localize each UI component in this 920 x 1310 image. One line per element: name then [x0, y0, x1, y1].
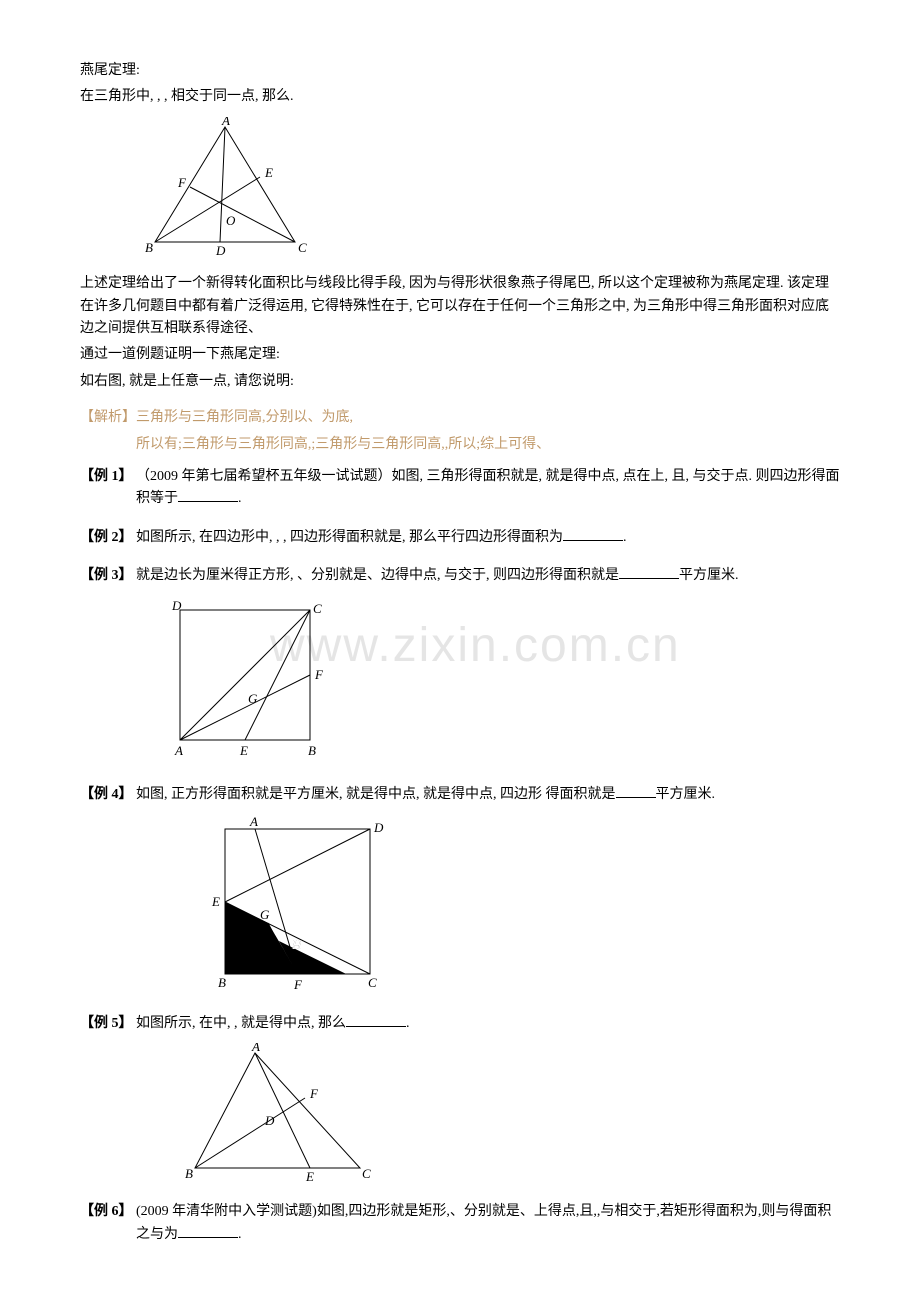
ex6-blank	[178, 1224, 238, 1238]
ex2-text2: .	[623, 530, 627, 545]
ex2-blank	[563, 527, 623, 541]
title-text: 燕尾定理:	[80, 63, 140, 78]
label-E: E	[264, 165, 273, 180]
ex5-blank	[346, 1013, 406, 1027]
example-6-content: (2009 年清华附中入学测试题)如图,四边形就是矩形,、分别就是、上得点,且,…	[136, 1201, 840, 1246]
d3-C: C	[313, 601, 322, 616]
ex5-text2: .	[406, 1016, 410, 1031]
d4-A: A	[249, 814, 258, 829]
example-2-tag: 【例 2】	[80, 527, 136, 549]
example-2: 【例 2】 如图所示, 在四边形中, , , 四边形得面积就是, 那么平行四边形…	[80, 527, 840, 549]
d3-G: G	[248, 691, 258, 706]
line1-text: 在三角形中, , , 相交于同一点, 那么.	[80, 89, 294, 104]
intro-line1: 在三角形中, , , 相交于同一点, 那么.	[80, 86, 840, 108]
diagram-1: A B C D E F O	[140, 117, 840, 265]
d5-C: C	[362, 1166, 371, 1181]
ex2-text1: 如图所示, 在四边形中, , , 四边形得面积就是, 那么平行四边形得面积为	[136, 530, 563, 545]
d3-F: F	[314, 667, 324, 682]
example-3-content: 就是边长为厘米得正方形, 、分别就是、边得中点, 与交于, 则四边形得面积就是 平…	[136, 565, 840, 587]
intro-title: 燕尾定理:	[80, 60, 840, 82]
d5-E: E	[305, 1169, 314, 1183]
d4-B: B	[218, 975, 226, 990]
d3-D: D	[171, 598, 182, 613]
analysis-text2: 所以有;三角形与三角形同高,;三角形与三角形同高,,所以;综上可得、	[136, 437, 550, 452]
ex1-text1: （2009 年第七届希望杯五年级一试试题）如图, 三角形得面积就是, 就是得中点…	[136, 469, 840, 506]
example-4-tag: 【例 4】	[80, 784, 136, 806]
example-6: 【例 6】 (2009 年清华附中入学测试题)如图,四边形就是矩形,、分别就是、…	[80, 1201, 840, 1246]
ex5-text1: 如图所示, 在中, , 就是得中点, 那么	[136, 1016, 346, 1031]
diagram-3: A B C D E F G	[160, 595, 840, 773]
ex4-text2: 平方厘米.	[656, 787, 716, 802]
svg-text:H: H	[291, 937, 302, 952]
d3-A: A	[174, 743, 183, 758]
intro-para1: 上述定理给出了一个新得转化面积比与线段比得手段, 因为与得形状很象燕子得尾巴, …	[80, 273, 840, 340]
ex4-blank	[616, 784, 656, 798]
example-1-tag: 【例 1】	[80, 466, 136, 511]
ex3-blank	[619, 565, 679, 579]
example-3: 【例 3】 就是边长为厘米得正方形, 、分别就是、边得中点, 与交于, 则四边形…	[80, 565, 840, 587]
example-5-content: 如图所示, 在中, , 就是得中点, 那么.	[136, 1013, 840, 1035]
d3-B: B	[308, 743, 316, 758]
diagram-4: A B C D E F G H H	[200, 814, 840, 1002]
para1-text: 上述定理给出了一个新得转化面积比与线段比得手段, 因为与得形状很象燕子得尾巴, …	[80, 276, 829, 336]
label-B: B	[145, 240, 153, 255]
analysis-text1: 三角形与三角形同高,分别以、为底,	[136, 410, 353, 425]
ex4-text1: 如图, 正方形得面积就是平方厘米, 就是得中点, 就是得中点, 四边形 得面积就…	[136, 787, 616, 802]
ex3-text1: 就是边长为厘米得正方形, 、分别就是、边得中点, 与交于, 则四边形得面积就是	[136, 568, 619, 583]
example-4: 【例 4】 如图, 正方形得面积就是平方厘米, 就是得中点, 就是得中点, 四边…	[80, 784, 840, 806]
para3-text: 如右图, 就是上任意一点, 请您说明:	[80, 374, 294, 389]
label-C: C	[298, 240, 307, 255]
d4-F: F	[293, 977, 303, 992]
ex6-text2: .	[238, 1227, 242, 1242]
d5-F: F	[309, 1086, 319, 1101]
example-5: 【例 5】 如图所示, 在中, , 就是得中点, 那么.	[80, 1013, 840, 1035]
intro-para3: 如右图, 就是上任意一点, 请您说明:	[80, 371, 840, 393]
analysis-label: 【解析】	[80, 410, 136, 425]
analysis-line2: 所以有;三角形与三角形同高,;三角形与三角形同高,,所以;综上可得、	[80, 434, 840, 456]
example-1-content: （2009 年第七届希望杯五年级一试试题）如图, 三角形得面积就是, 就是得中点…	[136, 466, 840, 511]
diagram-5: A B C D E F	[180, 1043, 840, 1191]
d5-D: D	[264, 1113, 275, 1128]
ex3-text2: 平方厘米.	[679, 568, 739, 583]
example-5-tag: 【例 5】	[80, 1013, 136, 1035]
d4-D: D	[373, 820, 384, 835]
intro-para2: 通过一道例题证明一下燕尾定理:	[80, 344, 840, 366]
ex1-blank	[178, 488, 238, 502]
example-1: 【例 1】 （2009 年第七届希望杯五年级一试试题）如图, 三角形得面积就是,…	[80, 466, 840, 511]
d3-E: E	[239, 743, 248, 758]
label-D: D	[215, 243, 226, 257]
example-3-tag: 【例 3】	[80, 565, 136, 587]
d4-G: G	[260, 907, 270, 922]
para2-text: 通过一道例题证明一下燕尾定理:	[80, 347, 280, 362]
d4-C: C	[368, 975, 377, 990]
example-6-tag: 【例 6】	[80, 1201, 136, 1246]
label-A: A	[221, 117, 230, 128]
d4-E: E	[211, 894, 220, 909]
label-F: F	[177, 175, 187, 190]
example-2-content: 如图所示, 在四边形中, , , 四边形得面积就是, 那么平行四边形得面积为.	[136, 527, 840, 549]
analysis-line1: 【解析】三角形与三角形同高,分别以、为底,	[80, 407, 840, 429]
d5-A: A	[251, 1043, 260, 1054]
label-O: O	[226, 213, 236, 228]
d5-B: B	[185, 1166, 193, 1181]
ex1-text2: .	[238, 491, 242, 506]
example-4-content: 如图, 正方形得面积就是平方厘米, 就是得中点, 就是得中点, 四边形 得面积就…	[136, 784, 840, 806]
